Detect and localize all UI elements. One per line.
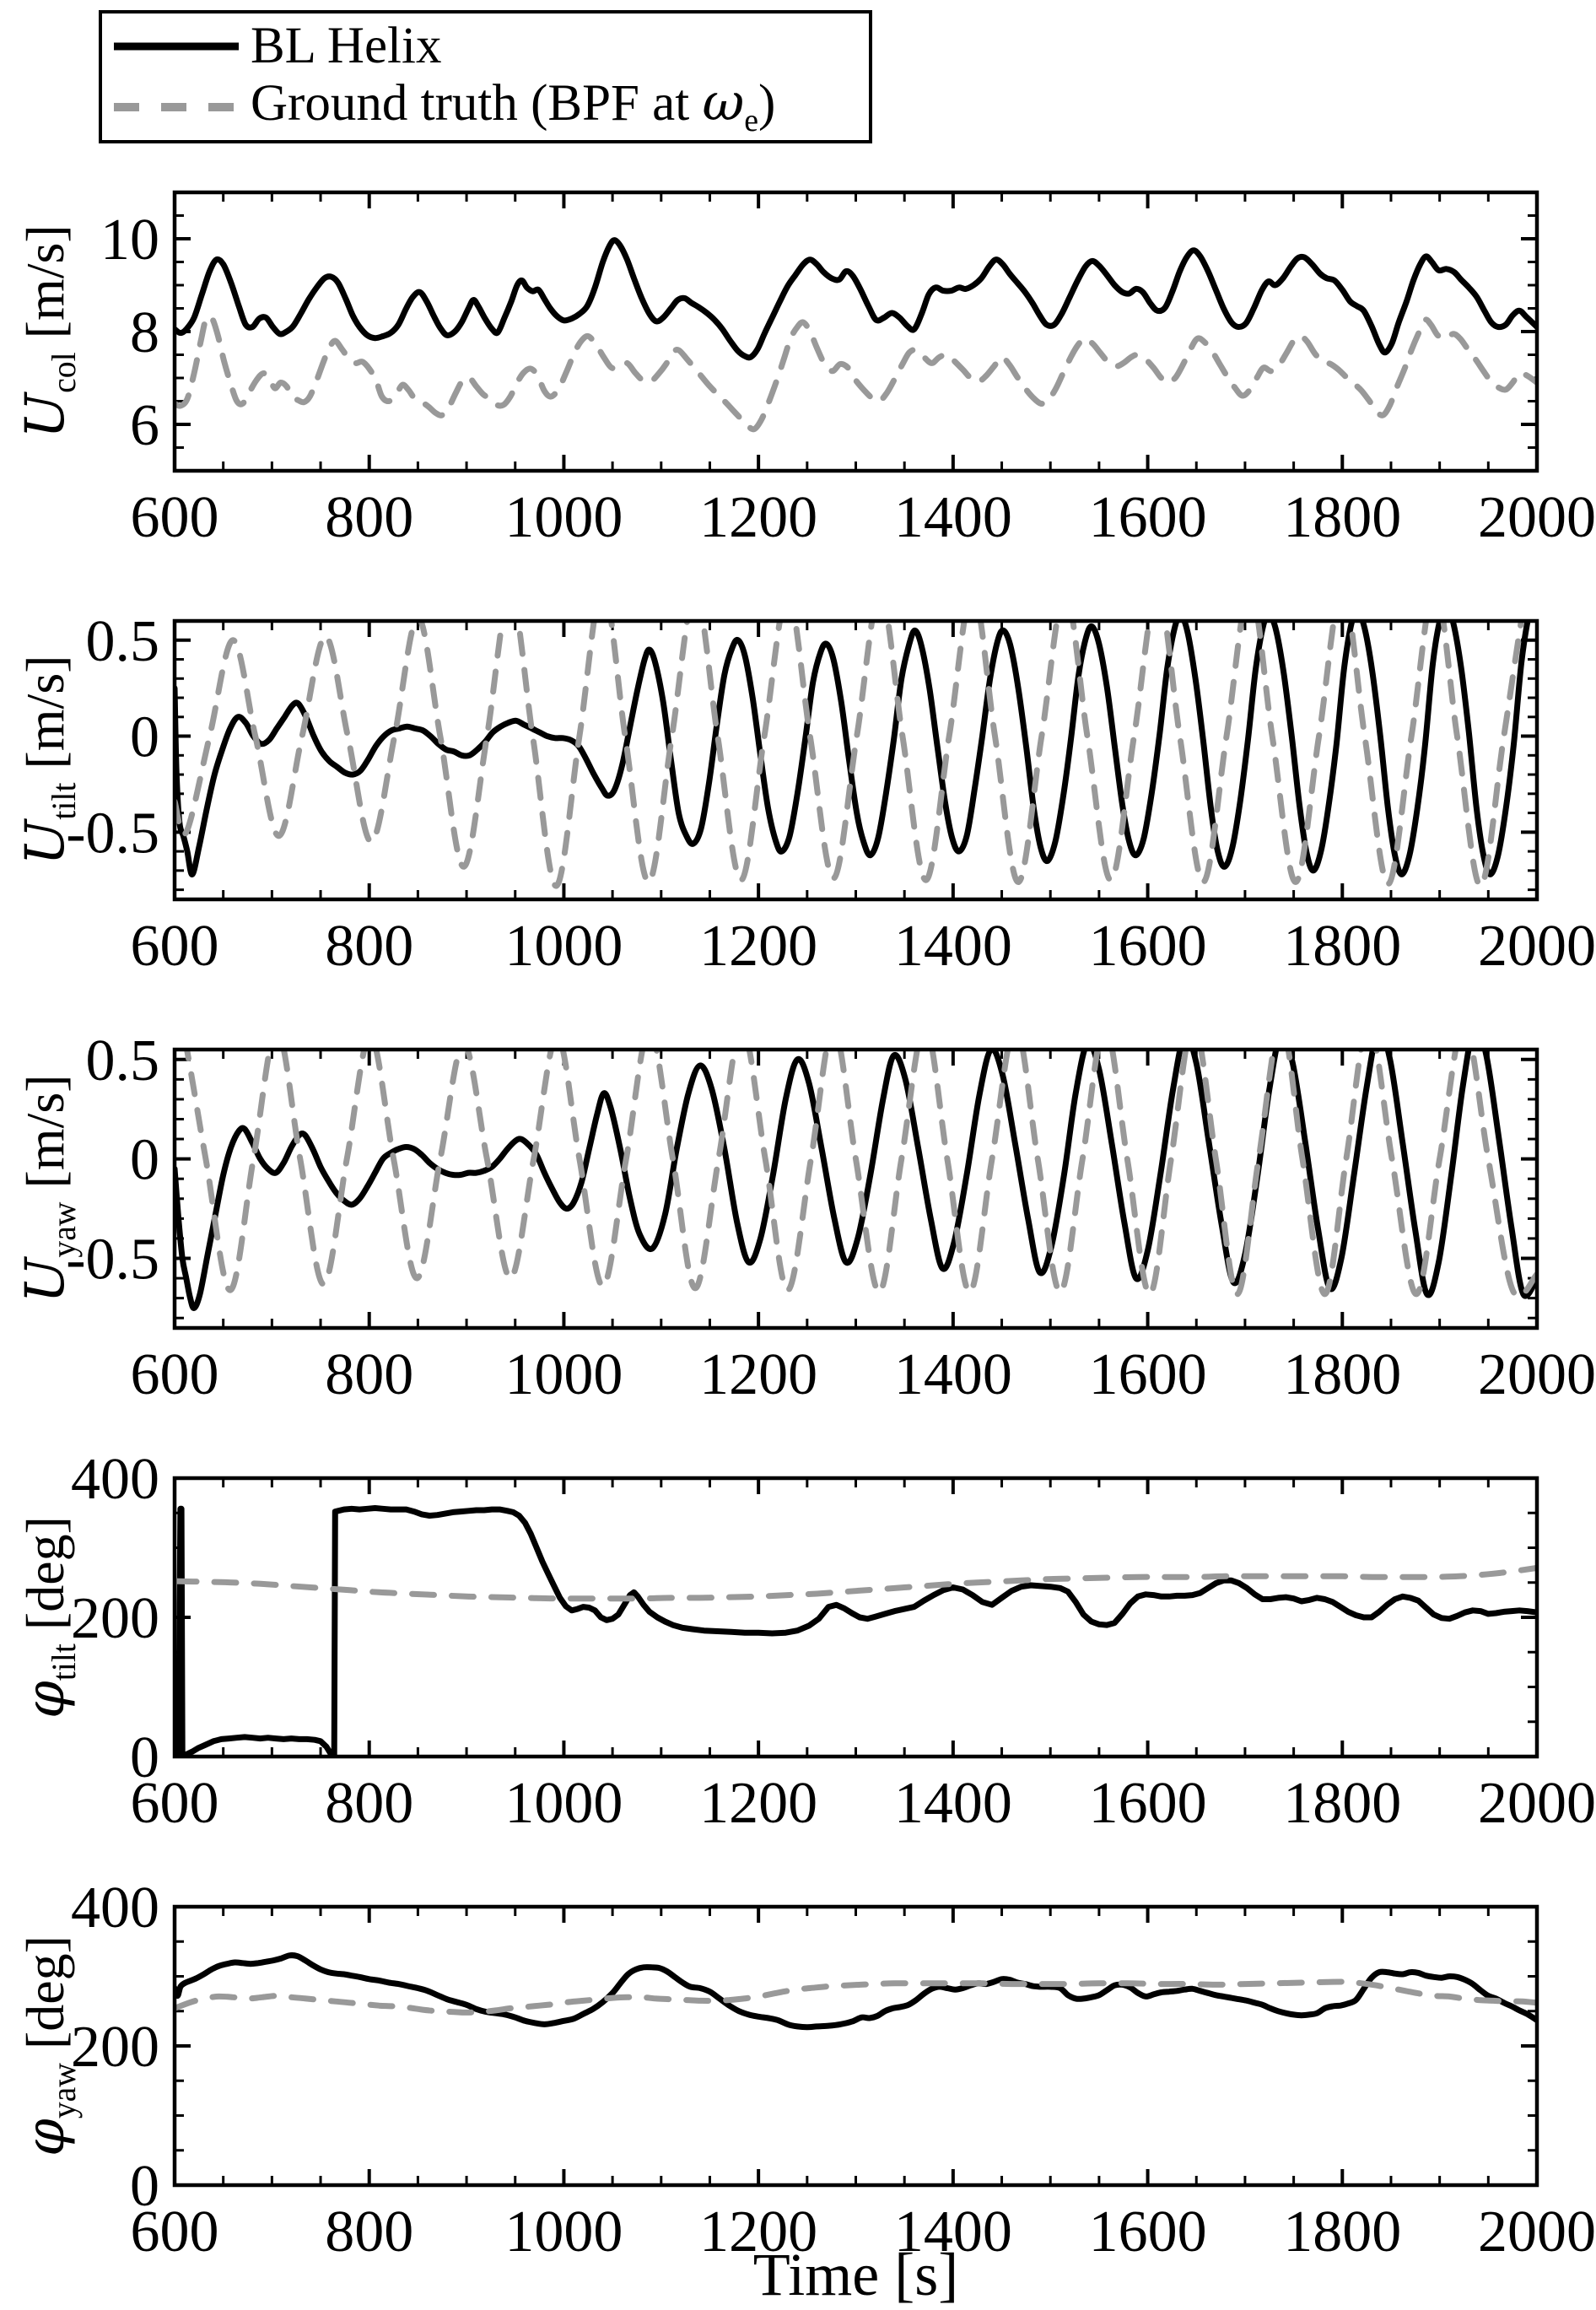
series-ground-truth — [175, 621, 1524, 889]
y-tick-label: 10 — [100, 208, 159, 273]
x-tick-label: 1600 — [1089, 1771, 1207, 1836]
x-tick-label: 1800 — [1283, 1342, 1401, 1407]
y-tick-label: 8 — [130, 300, 159, 365]
x-tick-label: 1200 — [699, 914, 817, 979]
x-tick-label: 1200 — [699, 1342, 817, 1407]
x-tick-label: 1400 — [894, 2199, 1012, 2264]
x-tick-label: 1200 — [699, 1771, 817, 1836]
x-tick-label: 1000 — [504, 1342, 623, 1407]
legend-label-ground-truth: Ground truth (BPF at ωe) — [251, 73, 776, 139]
y-tick-label: 0.5 — [86, 609, 160, 674]
x-tick-label: 1600 — [1089, 2199, 1207, 2264]
y-tick-label: 0.5 — [86, 1028, 160, 1093]
axes-box — [172, 618, 1539, 902]
series-bl-helix — [175, 1050, 1537, 1311]
x-tick-label: 1200 — [699, 485, 817, 550]
subplot-u-yaw: 600 800 1000 1200 1400 1600 1800 2000 -0.5 0 0.5 — [66, 1028, 1596, 1407]
x-tick-label: 1000 — [504, 485, 623, 550]
series-ground-truth — [175, 1564, 1537, 1602]
x-tick-label: 2000 — [1478, 1342, 1596, 1407]
x-tick-label: 1000 — [504, 2199, 623, 2264]
series-bl-helix — [175, 237, 1537, 361]
y-tick-label: 400 — [71, 1876, 159, 1940]
subplot-phi-tilt: 600 800 1000 1200 1400 1600 1800 2000 0 200 400 — [71, 1447, 1596, 1836]
x-tick-label: 1400 — [894, 914, 1012, 979]
axes-box — [172, 190, 1539, 473]
x-tick-label: 1400 — [894, 1771, 1012, 1836]
legend-label-bl-helix: BL Helix — [251, 18, 442, 75]
x-tick-label: 1600 — [1089, 1342, 1207, 1407]
y-tick-label: 0 — [130, 1725, 159, 1790]
x-tick-label: 800 — [325, 485, 413, 550]
x-tick-label: 1800 — [1283, 485, 1401, 550]
y-tick-label: 0 — [130, 2154, 159, 2219]
series-bl-helix — [175, 1505, 1537, 1757]
axes-box — [172, 1904, 1539, 2188]
x-tick-label: 600 — [131, 914, 219, 979]
x-tick-label: 1400 — [894, 1342, 1012, 1407]
series-ground-truth — [175, 1978, 1537, 2016]
x-tick-label: 600 — [131, 1342, 219, 1407]
legend: BL Helix Ground truth (BPF at ωe) — [99, 10, 872, 143]
subplot-u-col: 600 800 1000 1200 1400 1600 1800 2000 6 8 10 — [100, 190, 1596, 550]
x-tick-label: 2000 — [1478, 1771, 1596, 1836]
x-tick-label: 2000 — [1478, 2199, 1596, 2264]
x-tick-label: 1800 — [1283, 1771, 1401, 1836]
dashed-line-swatch-icon — [114, 103, 239, 112]
x-tick-label: 800 — [325, 1342, 413, 1407]
x-tick-label: 1800 — [1283, 914, 1401, 979]
x-tick-label: 1600 — [1089, 485, 1207, 550]
x-tick-label: 1800 — [1283, 2199, 1401, 2264]
subplot-u-tilt: 600 800 1000 1200 1400 1600 1800 2000 -0.5 0 0.5 — [66, 609, 1596, 979]
y-tick-label: 6 — [130, 393, 159, 458]
y-tick-label: -0.5 — [66, 1228, 159, 1293]
y-tick-label: 200 — [71, 1586, 159, 1651]
x-tick-label: 1400 — [894, 485, 1012, 550]
legend-entry-ground-truth: Ground truth (BPF at ωe) — [114, 77, 862, 138]
series-bl-helix — [175, 1952, 1537, 2031]
x-tick-label: 800 — [325, 1771, 413, 1836]
x-tick-label: 800 — [325, 2199, 413, 2264]
y-tick-label: 0 — [130, 705, 159, 770]
y-tick-label: -0.5 — [66, 801, 159, 866]
axes-box — [172, 1047, 1539, 1330]
x-tick-label: 800 — [325, 914, 413, 979]
x-tick-label: 600 — [131, 1771, 219, 1836]
axes-box — [172, 1476, 1539, 1759]
x-tick-label: 1000 — [504, 1771, 623, 1836]
x-tick-label: 1000 — [504, 914, 623, 979]
x-tick-label: 2000 — [1478, 914, 1596, 979]
y-tick-label: 400 — [71, 1447, 159, 1512]
x-tick-label: 1600 — [1089, 914, 1207, 979]
series-bl-helix — [175, 621, 1531, 877]
series-ground-truth — [175, 313, 1537, 433]
x-tick-label: 2000 — [1478, 485, 1596, 550]
x-axis-label: Time [s] — [752, 2241, 959, 2308]
y-tick-label: 200 — [71, 2015, 159, 2080]
legend-entry-bl-helix: BL Helix — [114, 16, 862, 77]
x-tick-label: 600 — [131, 485, 219, 550]
solid-line-swatch-icon — [114, 42, 239, 51]
x-tick-label: 600 — [131, 2199, 219, 2264]
series-ground-truth — [184, 1050, 1537, 1299]
y-tick-label: 0 — [130, 1128, 159, 1193]
subplot-phi-yaw: 600 800 1000 1200 1400 1600 1800 2000 0 200 400 — [71, 1876, 1596, 2264]
x-tick-label: 1200 — [699, 2199, 817, 2264]
